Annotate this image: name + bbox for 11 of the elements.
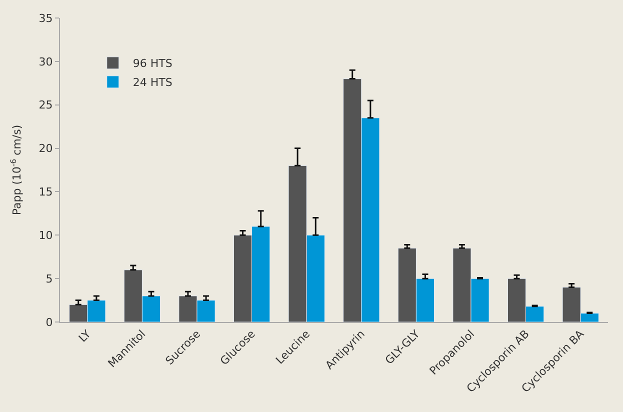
y-tick-label: 15 [38, 186, 53, 199]
y-tick-label: 35 [38, 12, 53, 25]
legend-label: 96 HTS [132, 57, 172, 70]
y-tick-label: 0 [46, 316, 53, 329]
y-tick-label: 20 [38, 142, 53, 156]
y-tick-label: 5 [46, 272, 53, 286]
y-tick-label: 25 [38, 98, 53, 112]
y-tick-label: 30 [38, 55, 53, 68]
y-tick-label: 10 [38, 228, 53, 242]
legend-label: 24 HTS [132, 76, 172, 90]
x-tick-label: LY [76, 327, 94, 345]
